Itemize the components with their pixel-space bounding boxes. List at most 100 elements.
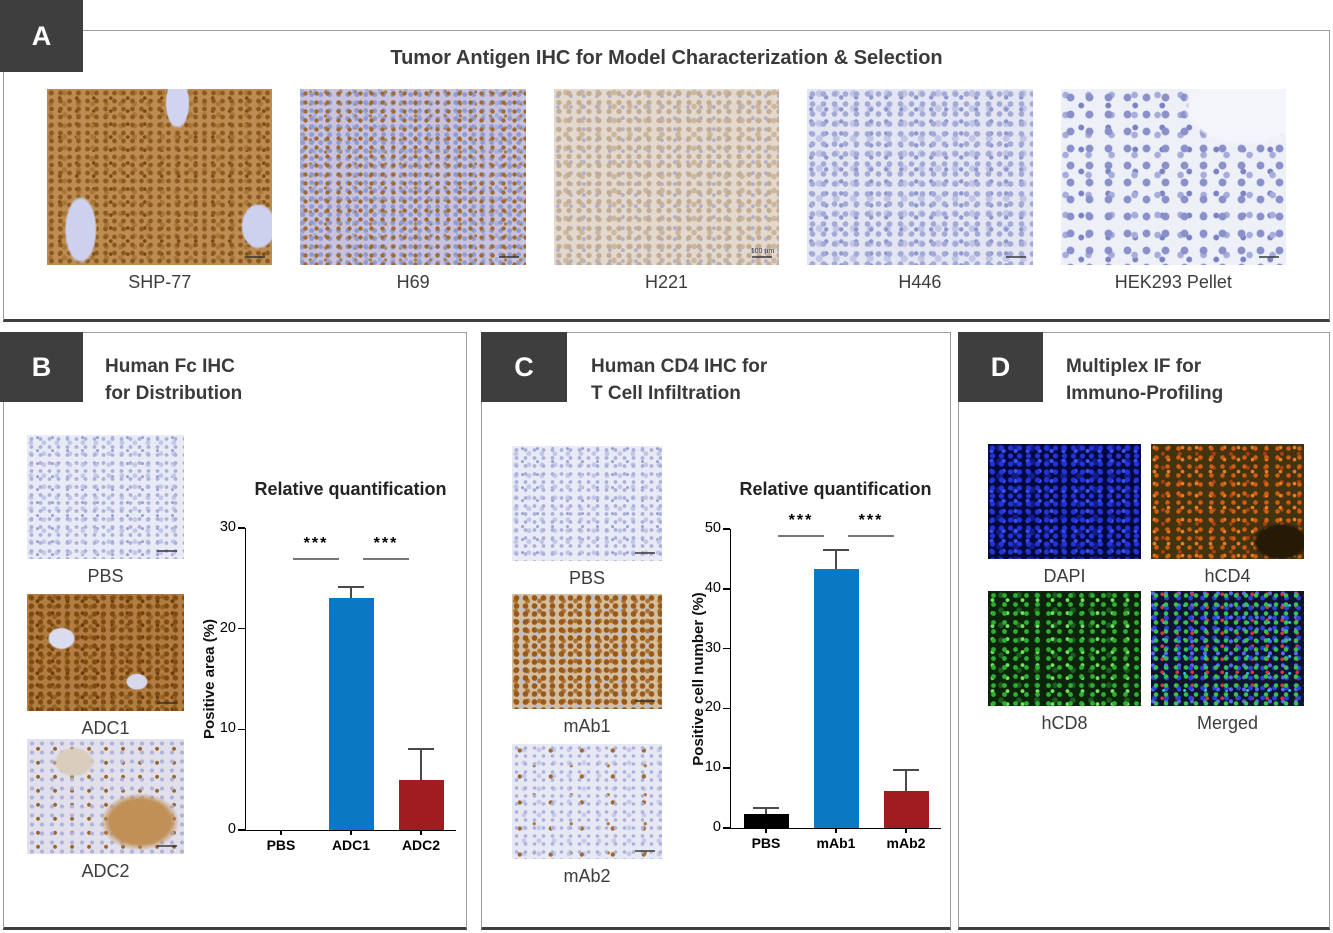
micrograph-cd4-pbs-caption: PBS [568,568,606,588]
error-bar-cap [408,748,434,751]
micrograph-fc-adc1: ADC1 [27,594,184,739]
panel-d: Multiplex IF for Immuno-Profiling DAPI h… [958,332,1330,930]
y-axis-tick [723,767,730,769]
panel-d-image-grid: DAPI hCD4 hCD8 Merged [988,444,1304,734]
micrograph-h446-caption: H446 [898,272,942,292]
significance-stars: *** [858,511,884,529]
if-image-merged-caption: Merged [1196,713,1259,733]
panel-b: Human Fc IHC for Distribution PBS ADC1 A… [3,332,467,930]
if-image-dapi-image [988,444,1141,559]
micrograph-fc-pbs-caption: PBS [87,566,124,586]
y-axis-tick-label: 40 [704,579,721,596]
panel-b-title: Human Fc IHC for Distribution [105,353,242,407]
chart-plot-area: 0 10 20 30 PBS ADC1 ADC2 *** *** [220,519,456,853]
y-axis-tick [723,528,730,530]
if-image-hcd8: hCD8 [988,591,1141,734]
micrograph-fc-pbs: PBS [27,435,184,587]
error-bar [835,549,837,570]
chart-y-axis-label: Positive area (%) [201,618,218,740]
micrograph-fc-adc1-image [27,594,184,711]
panel-c-title-line2: T Cell Infiltration [591,383,741,404]
panel-b-title-line2: for Distribution [105,383,243,404]
panel-c-title: Human CD4 IHC for T Cell Infiltration [591,353,767,407]
micrograph-h69-caption: H69 [396,272,430,292]
micrograph-h446: H446 [807,89,1033,293]
if-image-merged-image [1151,591,1304,706]
panel-d-title-line2: Immuno-Profiling [1066,383,1224,404]
micrograph-shp77-image [47,89,273,265]
micrograph-cd4-mab2: mAb2 [512,744,662,887]
y-axis-tick-label: 10 [219,720,236,737]
panel-c-title-line1: Human CD4 IHC for [591,356,768,377]
micrograph-fc-adc2-image [27,739,184,854]
y-axis-tick-label: 0 [227,821,236,837]
micrograph-hek293-image [1060,89,1287,265]
bar-PBS [743,814,789,828]
if-image-dapi-caption: DAPI [1043,566,1086,586]
panel-d-title-line1: Multiplex IF for [1066,356,1202,377]
error-bar [765,807,767,815]
x-axis-tick [835,828,837,833]
panel-c: Human CD4 IHC for T Cell Infiltration PB… [481,332,951,930]
panel-c-label: C [481,332,567,402]
if-image-merged: Merged [1151,591,1304,734]
y-axis-tick-label: 30 [219,519,236,535]
micrograph-cd4-mab2-image [512,744,662,859]
y-axis-tick [723,707,730,710]
panel-d-title: Multiplex IF for Immuno-Profiling [1066,353,1223,407]
micrograph-fc-adc2: ADC2 [27,739,184,882]
y-axis-tick [723,588,730,590]
micrograph-h446-image [807,89,1033,265]
x-axis-tick [420,830,422,835]
panel-d-label: D [958,332,1043,402]
x-axis-tick [280,830,282,835]
x-axis-tick [765,828,767,833]
x-axis-tick [905,828,907,833]
micrograph-h221: 100 µm H221 [553,89,780,293]
y-axis-tick-label: 20 [219,619,236,636]
bar-mAb2 [883,790,929,828]
x-axis-tick [350,830,352,835]
significance-line [363,558,409,560]
if-image-hcd4-image [1151,444,1304,559]
micrograph-fc-pbs-image [27,435,184,559]
y-axis-tick-label: 10 [704,759,721,776]
micrograph-h69: H69 [300,89,526,293]
x-axis-label-mAb1: mAb1 [816,835,856,851]
micrograph-h221-caption: H221 [645,272,689,292]
significance-stars: *** [373,535,399,553]
error-bar [350,586,352,599]
panel-a-title: Tumor Antigen IHC for Model Characteriza… [390,47,943,69]
if-image-hcd4: hCD4 [1151,444,1304,587]
if-image-hcd4-caption: hCD4 [1204,566,1251,586]
error-bar [905,769,907,791]
y-axis-tick [238,627,245,630]
error-bar-cap [893,769,919,771]
if-image-hcd8-image [988,591,1141,706]
y-axis-tick-label: 0 [712,819,721,835]
error-bar [420,748,422,780]
significance-stars: *** [788,511,814,529]
panel-a: Tumor Antigen IHC for Model Characteriza… [3,30,1330,322]
error-bar-cap [338,586,364,588]
x-axis-label-ADC1: ADC1 [331,837,371,853]
bar-ADC1 [328,598,374,830]
chart-title: Relative quantification [739,479,932,499]
panel-a-image-row: SHP-77 H69 100 µm H221 H446 HEK293 Pelle… [47,89,1287,293]
micrograph-h69-image [300,89,526,265]
chart-title: Relative quantification [254,479,447,499]
significance-line [293,558,339,560]
micrograph-shp77-caption: SHP-77 [128,272,192,292]
micrograph-cd4-mab1-image [512,594,662,709]
scale-bar-label: 100 µm [750,248,775,255]
significance-line [848,534,894,537]
micrograph-cd4-pbs: PBS [512,446,662,589]
x-axis-label-PBS: PBS [751,835,781,851]
micrograph-fc-adc1-caption: ADC1 [81,718,130,738]
significance-stars: *** [303,535,329,553]
bar-mAb1 [813,569,859,828]
y-axis-tick [238,728,245,731]
x-axis-label-PBS: PBS [266,837,296,853]
panel-a-label: A [0,0,83,72]
